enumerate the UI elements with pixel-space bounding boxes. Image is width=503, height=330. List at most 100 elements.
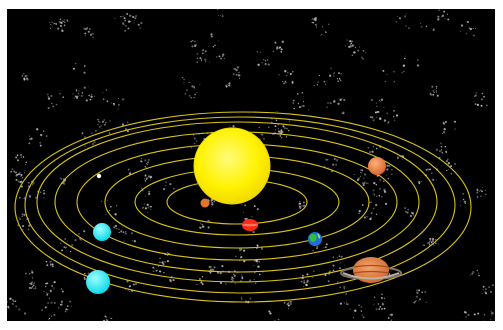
star (60, 303, 62, 306)
star (118, 228, 120, 230)
star (409, 214, 413, 218)
solar-system-view (7, 9, 495, 321)
star (83, 230, 86, 233)
star (353, 51, 356, 54)
star (483, 314, 486, 316)
star (210, 33, 213, 36)
star (474, 94, 477, 97)
star (63, 182, 66, 185)
planet-venus[interactable] (200, 198, 210, 208)
star (212, 268, 214, 271)
star (103, 319, 105, 321)
star (313, 84, 315, 86)
planet-mercury[interactable] (96, 173, 102, 179)
star (360, 175, 362, 177)
star (375, 147, 378, 150)
star (101, 128, 103, 130)
star (50, 315, 53, 317)
star (433, 91, 435, 94)
star (447, 168, 449, 170)
star (372, 146, 374, 148)
star (87, 272, 90, 274)
star (116, 227, 118, 230)
star (60, 21, 63, 25)
star (475, 92, 478, 94)
star (399, 17, 401, 20)
star (25, 276, 27, 278)
star (311, 22, 313, 24)
star (379, 178, 382, 181)
star (253, 278, 255, 280)
planet-saturn[interactable] (340, 257, 402, 283)
star (34, 287, 37, 289)
star (486, 104, 488, 106)
planet-uranus[interactable] (93, 223, 111, 241)
star (239, 249, 241, 252)
planet-neptune[interactable] (86, 270, 110, 294)
star (48, 317, 51, 320)
star (241, 297, 243, 299)
star (469, 274, 471, 276)
star (416, 64, 419, 67)
star (109, 318, 111, 320)
star (36, 128, 39, 131)
star (343, 285, 346, 289)
planet-mars[interactable] (242, 219, 258, 231)
star (335, 163, 337, 166)
star (437, 18, 440, 21)
star (246, 218, 248, 220)
star (41, 309, 44, 312)
star (221, 55, 224, 57)
star (83, 27, 86, 30)
star (48, 297, 50, 299)
star (89, 33, 93, 36)
star (287, 71, 289, 74)
star (122, 22, 125, 25)
star (146, 163, 148, 165)
star (302, 201, 305, 204)
star (50, 24, 52, 25)
star (257, 63, 260, 66)
star (472, 270, 475, 274)
star (450, 172, 453, 175)
star (22, 155, 25, 158)
star (260, 133, 262, 136)
star (190, 97, 192, 99)
star (238, 71, 240, 74)
star (201, 223, 204, 226)
star (339, 302, 342, 305)
star (194, 44, 197, 48)
star (256, 244, 259, 247)
star (316, 245, 319, 248)
star (481, 98, 483, 101)
star (333, 100, 336, 103)
star (473, 35, 475, 37)
star (338, 255, 341, 258)
sun-icon[interactable] (193, 127, 271, 205)
star (353, 174, 355, 176)
star (161, 261, 164, 264)
star (59, 93, 61, 95)
star (479, 189, 482, 192)
star (128, 20, 131, 23)
star (369, 218, 372, 221)
star (490, 318, 492, 320)
star (141, 207, 144, 209)
star (454, 120, 457, 123)
planet-jupiter[interactable] (368, 157, 386, 175)
star (110, 206, 112, 208)
star (127, 289, 129, 291)
planet-earth[interactable] (308, 232, 322, 246)
star (117, 97, 120, 100)
star (59, 24, 62, 27)
star (305, 283, 308, 287)
star (472, 27, 474, 30)
star (199, 57, 202, 60)
star (459, 30, 461, 33)
star (12, 300, 15, 303)
star (25, 164, 27, 165)
star (378, 308, 381, 310)
orbit-rings (14, 111, 472, 303)
star (29, 135, 31, 137)
star (375, 183, 378, 186)
